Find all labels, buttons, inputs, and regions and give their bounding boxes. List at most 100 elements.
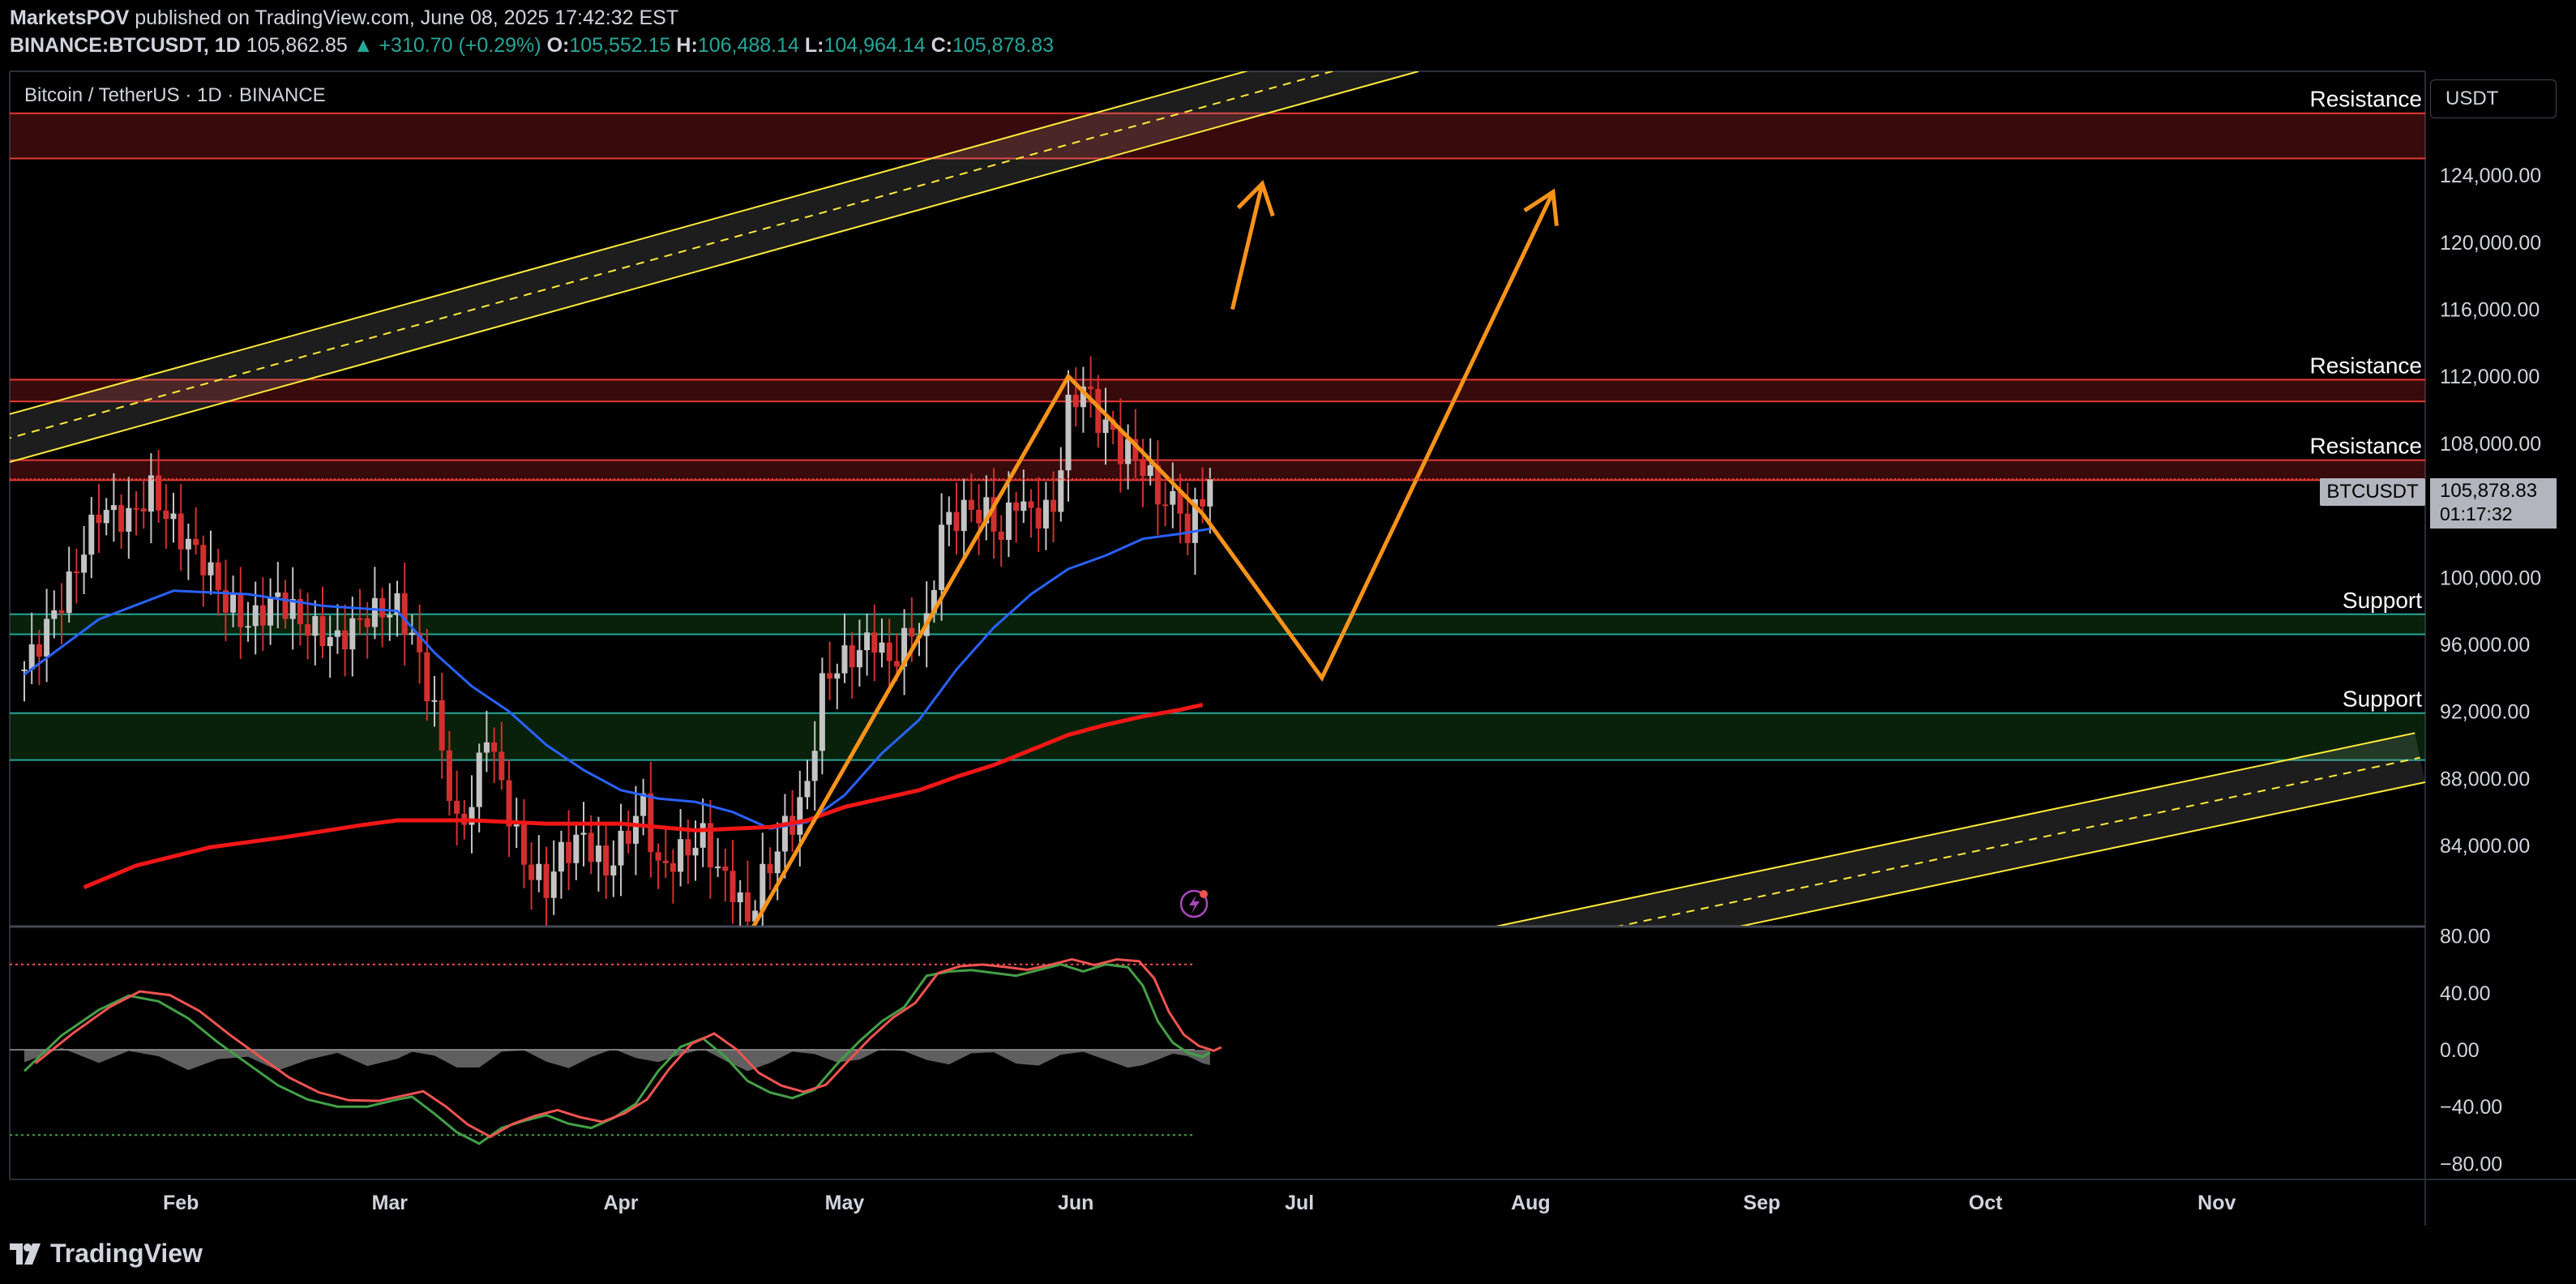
- candle-body: [163, 510, 169, 520]
- candle-body: [96, 514, 102, 524]
- candle-body: [58, 610, 65, 614]
- price-axis-label: 100,000.00: [2440, 567, 2541, 589]
- candle-body: [513, 824, 520, 827]
- candle-body: [200, 545, 207, 576]
- close-value: 105,878.83: [952, 34, 1055, 57]
- candle-body: [275, 592, 281, 597]
- alert-dot-icon: [1200, 890, 1208, 898]
- candle-body: [185, 538, 191, 550]
- candle-body: [1021, 501, 1027, 511]
- candle-body: [1207, 479, 1213, 507]
- candle-body: [1088, 386, 1094, 389]
- candle-body: [327, 636, 333, 647]
- candle-body: [371, 597, 378, 627]
- zone-resistance: [10, 460, 2425, 481]
- time-axis-label: Aug: [1511, 1192, 1551, 1214]
- short-arrow: [1230, 182, 1264, 310]
- candle-body: [1177, 490, 1183, 514]
- candle-body: [1072, 394, 1079, 408]
- price-chart[interactable]: Resistance Resistance Resistance Support Sup…: [0, 70, 2576, 1227]
- candle-body: [834, 673, 841, 679]
- symbol-price-tag: BTCUSDT: [2320, 478, 2425, 506]
- zone-label-1: Resistance: [2309, 353, 2422, 378]
- candle-body: [222, 590, 229, 613]
- chart-title[interactable]: Bitcoin / TetherUS · 1D · BINANCE: [24, 84, 326, 106]
- candle-body: [1013, 502, 1020, 511]
- candle-body: [499, 751, 505, 781]
- candle-body: [700, 823, 706, 848]
- candle-body: [1162, 504, 1169, 507]
- candle-body: [901, 627, 908, 667]
- candle-body: [543, 863, 550, 898]
- candle-body: [640, 793, 647, 816]
- price-axis-label: 92,000.00: [2440, 701, 2530, 724]
- candle-body: [946, 511, 952, 525]
- candle-body: [245, 626, 251, 628]
- symbol-label: BINANCE:BTCUSDT, 1D: [10, 34, 241, 57]
- candle-body: [774, 851, 781, 874]
- price-axis-label: 108,000.00: [2440, 433, 2541, 456]
- ma-fast-line: [24, 527, 1211, 830]
- low-value: 104,964.14: [824, 34, 926, 57]
- osc-signal-line: [34, 957, 1222, 1139]
- candle-body: [417, 632, 423, 653]
- pane-frame: [9, 71, 2576, 1226]
- candle-body: [685, 839, 691, 856]
- osc-axis-label: 80.00: [2440, 926, 2491, 948]
- candle-body: [230, 594, 237, 613]
- candle-body: [536, 863, 542, 880]
- upper-channel-midline: [10, 71, 1336, 439]
- candle-body: [297, 598, 303, 625]
- candle-body: [737, 892, 743, 903]
- candle-body: [670, 862, 676, 872]
- time-axis-label: Mar: [372, 1192, 409, 1214]
- candle-body: [118, 505, 125, 532]
- tradingview-logo[interactable]: TradingView: [10, 1239, 203, 1269]
- price-axis-label: 88,000.00: [2440, 768, 2530, 790]
- candle-body: [334, 630, 340, 637]
- short-arrowhead: [1236, 179, 1275, 217]
- candle-body: [424, 652, 430, 702]
- candle-body: [819, 673, 825, 751]
- projection-path: [1200, 190, 1555, 683]
- candle-body: [939, 524, 945, 590]
- candle-body: [1132, 439, 1139, 460]
- candle-body: [237, 594, 244, 627]
- author-name[interactable]: MarketsPOV: [10, 6, 130, 29]
- time-axis-label: Sep: [1744, 1192, 1781, 1214]
- candle-body: [110, 505, 117, 511]
- lower-channel-edge: [1495, 732, 2416, 926]
- alert-icon[interactable]: [1179, 889, 1209, 918]
- time-axis-label: Oct: [1969, 1192, 2003, 1214]
- candle-body: [767, 863, 773, 874]
- candle-body: [483, 742, 490, 753]
- price-axis-label: 116,000.00: [2440, 299, 2540, 322]
- upper-channel-edge: [10, 71, 1249, 415]
- footer: TradingView: [0, 1227, 2576, 1284]
- main-pane: Resistance Resistance Resistance Support Sup…: [10, 71, 2425, 926]
- candle-body: [126, 507, 132, 532]
- candle-body: [618, 830, 624, 866]
- candle-body: [1147, 465, 1153, 477]
- open-value: 105,552.15: [569, 34, 671, 57]
- candle-body: [319, 616, 326, 647]
- candle-body: [289, 598, 296, 619]
- currency-selector[interactable]: USDT: [2430, 79, 2557, 118]
- candle-body: [439, 700, 445, 751]
- tradingview-logo-icon: [10, 1243, 41, 1265]
- candle-body: [849, 645, 855, 668]
- bar-countdown: 01:17:32: [2440, 503, 2513, 524]
- candle-body: [491, 742, 498, 752]
- lower-channel-edge: [1739, 781, 2425, 926]
- zone-resistance: [10, 113, 2425, 159]
- candle-body: [342, 630, 349, 650]
- candle-body: [998, 531, 1004, 540]
- candle-body: [662, 860, 669, 863]
- price-axis-label: 96,000.00: [2440, 634, 2530, 657]
- candle-body: [387, 614, 393, 618]
- candle-body: [1028, 501, 1034, 508]
- candle-body: [760, 863, 766, 911]
- candle-body: [744, 892, 751, 922]
- candle-body: [1080, 386, 1086, 408]
- low-label: L:: [804, 34, 824, 57]
